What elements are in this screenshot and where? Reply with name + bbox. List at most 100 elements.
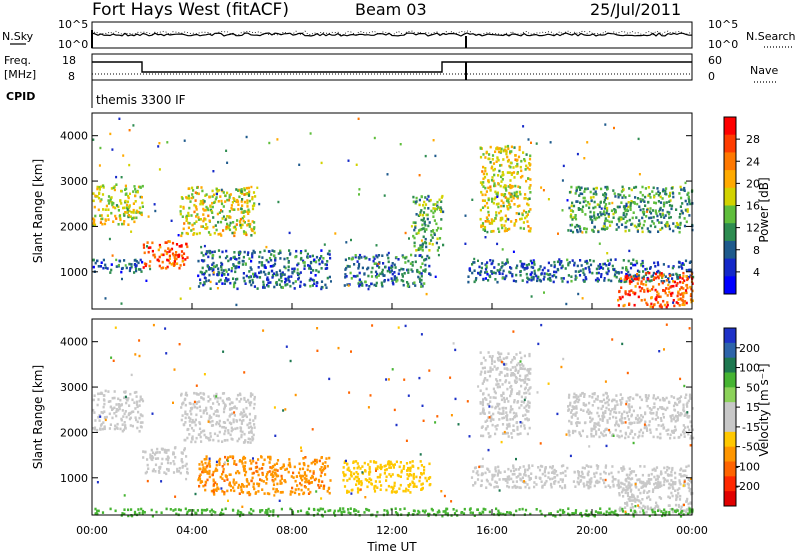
- echo-cell: [192, 196, 195, 199]
- echo-cell: [512, 250, 515, 253]
- echo-cell: [569, 411, 573, 414]
- echo-cell: [206, 265, 209, 268]
- echo-cell: [529, 229, 532, 233]
- echo-cell: [197, 393, 200, 396]
- echo-cell: [514, 369, 517, 372]
- echo-cell: [354, 475, 357, 479]
- echo-cell: [555, 270, 558, 274]
- echo-cell: [258, 276, 262, 279]
- echo-cell: [481, 366, 484, 370]
- echo-cell: [93, 394, 96, 397]
- echo-cell: [506, 207, 509, 210]
- echo-cell: [509, 394, 512, 398]
- echo-cell: [680, 475, 683, 478]
- echo-cell: [655, 411, 658, 414]
- echo-cell: [135, 269, 138, 273]
- echo-cell: [253, 398, 256, 401]
- echo-cell: [525, 404, 528, 408]
- echo-cell: [360, 480, 363, 483]
- echo-cell: [123, 421, 126, 424]
- echo-cell: [244, 231, 247, 234]
- echo-cell: [656, 219, 659, 222]
- echo-cell: [133, 271, 136, 274]
- echo-cell: [305, 474, 308, 478]
- echo-cell: [524, 470, 527, 474]
- echo-cell: [230, 426, 233, 430]
- echo-cell: [668, 274, 672, 277]
- echo-cell: [486, 217, 489, 221]
- echo-cell: [128, 404, 131, 407]
- echo-cell: [280, 276, 283, 279]
- echo-cell: [507, 467, 510, 471]
- echo-cell: [244, 461, 247, 464]
- echo-cell: [633, 277, 636, 281]
- echo-cell: [378, 266, 381, 269]
- echo-cell: [136, 420, 139, 424]
- echo-cell: [113, 396, 116, 400]
- echo-cell: [649, 431, 652, 434]
- echo-cell: [641, 193, 644, 197]
- echo-cell: [401, 273, 404, 276]
- echo-cell: [532, 275, 535, 279]
- echo-cell: [271, 269, 274, 273]
- echo-cell: [229, 281, 232, 285]
- echo-cell: [513, 429, 516, 432]
- echo-cell: [407, 282, 410, 286]
- echo-cell: [127, 223, 130, 226]
- echo-cell: [513, 222, 516, 225]
- echo-cell: [107, 199, 110, 202]
- echo-cell: [242, 465, 245, 468]
- echo-cell: [290, 275, 293, 278]
- echo-cell: [523, 391, 526, 395]
- echo-cell: [347, 490, 350, 494]
- echo-cell: [198, 422, 202, 426]
- echo-cell: [244, 262, 247, 265]
- echo-cell: [643, 489, 646, 493]
- echo-cell: [519, 432, 522, 435]
- echo-cell: [260, 271, 263, 274]
- echo-cell: [687, 478, 690, 482]
- echo-cell: [529, 273, 532, 276]
- echo-cell: [263, 458, 266, 462]
- echo-cell: [617, 481, 620, 485]
- echo-cell: [685, 474, 688, 478]
- echo-cell: [586, 261, 589, 265]
- echo-cell: [402, 283, 405, 287]
- echo-cell: [628, 499, 631, 502]
- echo-cell: [620, 467, 623, 470]
- echo-cell: [378, 475, 381, 479]
- echo-cell: [547, 273, 550, 277]
- echo-cell: [133, 220, 136, 224]
- echo-cell: [414, 284, 417, 287]
- echo-cell: [662, 483, 666, 487]
- echo-cell: [512, 196, 515, 200]
- echo-cell: [651, 490, 655, 493]
- echo-cell: [207, 395, 210, 398]
- echo-cell: [198, 484, 201, 488]
- echo-cell: [204, 488, 207, 492]
- echo-cell: [656, 396, 660, 399]
- echo-cell: [561, 264, 564, 268]
- echo-cell: [653, 261, 656, 265]
- echo-cell: [542, 189, 545, 192]
- echo-cell: [659, 432, 662, 436]
- echo-cell: [242, 272, 245, 275]
- echo-cell: [315, 284, 318, 288]
- echo-cell: [471, 271, 474, 275]
- echo-cell: [498, 373, 501, 376]
- echo-cell: [630, 413, 633, 417]
- echo-cell: [368, 285, 371, 288]
- echo-cell: [216, 434, 219, 437]
- echo-cell: [495, 383, 498, 386]
- echo-cell: [664, 291, 667, 295]
- echo-cell: [247, 437, 250, 441]
- echo-cell: [662, 416, 665, 419]
- echo-cell: [595, 186, 598, 190]
- echo-cell: [208, 417, 211, 420]
- echo-cell: [618, 296, 621, 299]
- echo-cell: [488, 470, 491, 473]
- echo-cell: [135, 216, 138, 220]
- echo-cell: [547, 471, 550, 475]
- echo-cell: [613, 274, 616, 278]
- echo-cell: [497, 182, 500, 185]
